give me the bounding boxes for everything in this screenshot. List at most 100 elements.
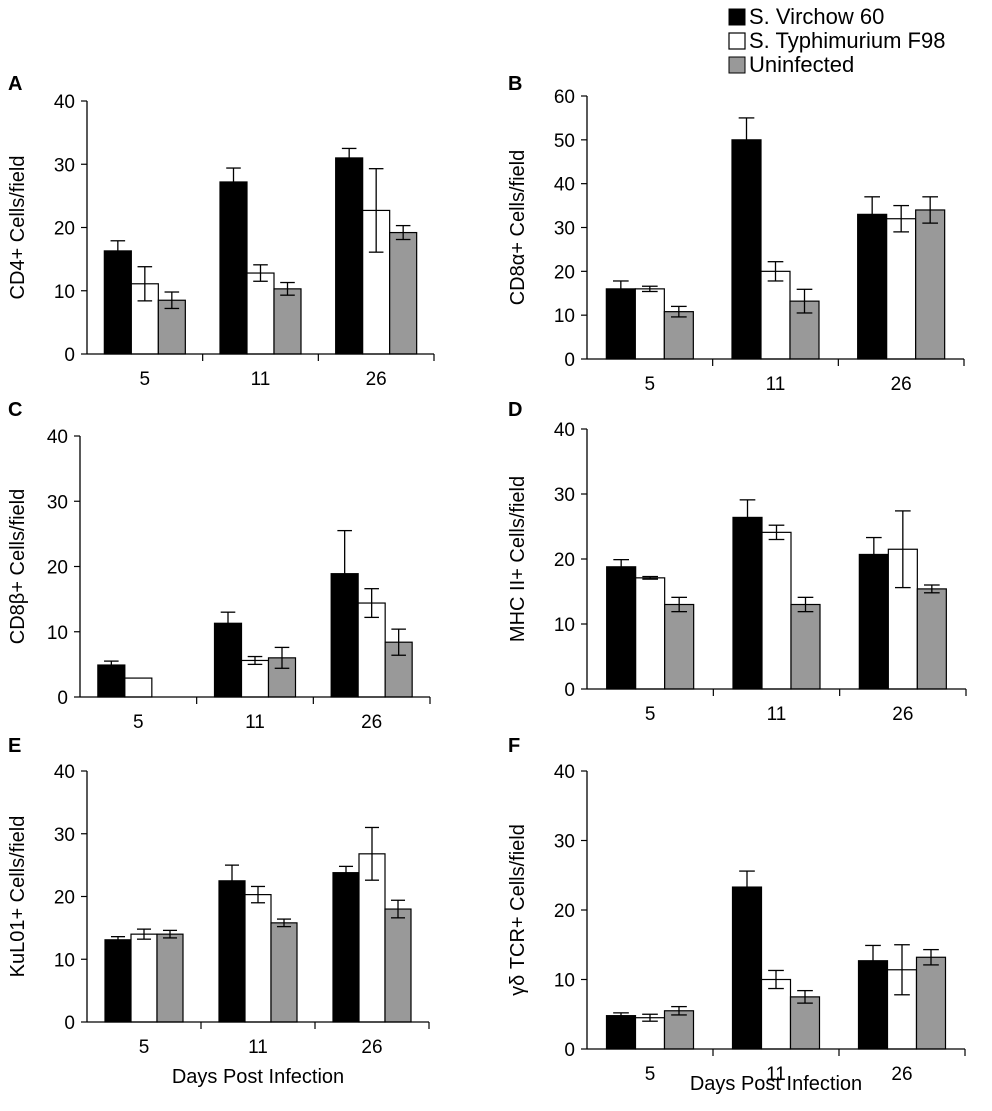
bar-a-uninfected-day26 bbox=[389, 231, 418, 355]
y-axis-label-e: KuL01+ Cells/field bbox=[7, 816, 29, 978]
bar-a-virchow-day26 bbox=[335, 157, 364, 355]
legend-swatch-typhimurium bbox=[728, 32, 746, 50]
legend: S. Virchow 60 S. Typhimurium F98 Uninfec… bbox=[728, 4, 945, 77]
y-tick-label: 10 bbox=[54, 950, 75, 971]
error-bar-e-typhimurium-day11 bbox=[250, 885, 266, 904]
bar-f-virchow-day5 bbox=[605, 1015, 637, 1050]
error-bar-e-typhimurium-day5 bbox=[136, 928, 152, 940]
bar-e-virchow-day5 bbox=[104, 939, 132, 1023]
legend-swatch-virchow bbox=[728, 8, 746, 26]
bar-e-virchow-day26 bbox=[332, 872, 360, 1023]
panel-letter-e: E bbox=[8, 735, 21, 757]
y-tick-label: 20 bbox=[54, 888, 75, 909]
error-bar-d-virchow-day5 bbox=[613, 559, 629, 575]
panel-f: F 0 10 20 30 40 γδ TCR+ Cells/field 5 11 26 Days P… bbox=[507, 735, 966, 1095]
error-bar-f-uninfected-day26 bbox=[923, 948, 939, 966]
y-tick-label: 0 bbox=[564, 1040, 575, 1061]
panel-e: E 0 10 20 30 40 KuL01+ Cells/field 5 11 26 Days Po… bbox=[7, 735, 430, 1088]
x-tick-label: 26 bbox=[361, 712, 382, 733]
bar-a-uninfected-day11 bbox=[273, 288, 302, 355]
error-bar-a-virchow-day11 bbox=[226, 167, 241, 197]
x-tick-label: 11 bbox=[248, 1037, 268, 1058]
bar-c-typhimurium-day11 bbox=[240, 659, 270, 698]
bar-e-typhimurium-day5 bbox=[130, 933, 158, 1023]
y-tick-label: 40 bbox=[54, 762, 75, 783]
bar-a-typhimurium-day11 bbox=[246, 272, 275, 355]
error-bar-b-uninfected-day5 bbox=[671, 305, 687, 318]
y-tick-label: 10 bbox=[554, 971, 575, 992]
y-tick-label: 30 bbox=[54, 155, 75, 176]
error-bar-c-typhimurium-day26 bbox=[364, 588, 379, 619]
panel-letter-c: C bbox=[8, 399, 22, 421]
error-bar-b-virchow-day11 bbox=[738, 117, 755, 163]
panel-b: B 0 10 20 30 40 50 60 CD8α+ Cells/field 5 11 26 bbox=[507, 73, 965, 395]
bar-f-uninfected-day5 bbox=[663, 1010, 695, 1050]
bar-d-typhimurium-day11 bbox=[761, 531, 792, 690]
bar-c-virchow-day5 bbox=[97, 664, 126, 698]
bar-f-virchow-day11 bbox=[731, 886, 763, 1050]
error-bar-b-typhimurium-day26 bbox=[893, 204, 909, 233]
error-bar-d-uninfected-day5 bbox=[671, 596, 687, 613]
y-tick-label: 30 bbox=[554, 219, 575, 240]
bar-e-uninfected-day26 bbox=[384, 908, 412, 1023]
error-bar-c-uninfected-day26 bbox=[391, 628, 406, 656]
error-bar-d-uninfected-day26 bbox=[924, 584, 940, 594]
error-bar-e-uninfected-day5 bbox=[162, 929, 178, 939]
y-tick-label: 30 bbox=[47, 492, 68, 513]
error-bar-b-uninfected-day11 bbox=[796, 288, 813, 314]
error-bar-a-typhimurium-day5 bbox=[137, 266, 153, 302]
error-bar-f-typhimurium-day11 bbox=[768, 969, 784, 990]
bar-e-typhimurium-day11 bbox=[244, 894, 272, 1023]
y-tick-label: 20 bbox=[47, 558, 68, 579]
y-tick-label: 20 bbox=[54, 219, 75, 240]
y-tick-label: 30 bbox=[54, 825, 75, 846]
bar-f-typhimurium-day11 bbox=[760, 978, 792, 1050]
y-tick-label: 40 bbox=[554, 762, 575, 783]
bar-d-uninfected-day5 bbox=[664, 603, 695, 690]
bar-f-typhimurium-day5 bbox=[634, 1017, 666, 1050]
bar-d-uninfected-day11 bbox=[790, 603, 821, 690]
y-tick-label: 40 bbox=[54, 92, 75, 113]
error-bar-f-typhimurium-day26 bbox=[894, 944, 910, 996]
error-bar-d-virchow-day11 bbox=[739, 499, 756, 536]
x-tick-label: 11 bbox=[766, 1064, 786, 1085]
error-bar-f-virchow-day11 bbox=[739, 870, 755, 904]
x-tick-label: 26 bbox=[892, 704, 913, 725]
bar-e-uninfected-day11 bbox=[270, 922, 298, 1023]
error-bar-f-virchow-day5 bbox=[613, 1012, 629, 1020]
error-bar-c-virchow-day11 bbox=[220, 611, 236, 636]
error-bar-d-typhimurium-day11 bbox=[768, 524, 785, 541]
error-bar-a-uninfected-day5 bbox=[164, 291, 180, 310]
error-bar-d-typhimurium-day26 bbox=[895, 510, 911, 589]
error-bar-c-typhimurium-day11 bbox=[247, 655, 263, 666]
bar-c-virchow-day11 bbox=[213, 622, 243, 698]
error-bar-d-uninfected-day11 bbox=[797, 596, 814, 613]
y-tick-label: 50 bbox=[554, 131, 575, 152]
bar-b-virchow-day26 bbox=[857, 213, 888, 360]
x-tick-label: 5 bbox=[140, 369, 151, 390]
error-bar-e-virchow-day11 bbox=[224, 864, 240, 898]
error-bar-b-uninfected-day26 bbox=[922, 196, 938, 224]
bar-d-typhimurium-day5 bbox=[635, 577, 666, 690]
error-bar-c-virchow-day26 bbox=[337, 529, 352, 618]
x-tick-label: 5 bbox=[133, 712, 144, 733]
error-bar-a-uninfected-day11 bbox=[280, 281, 295, 296]
x-axis-label-f: Days Post Infection bbox=[690, 1073, 862, 1095]
x-tick-label: 11 bbox=[767, 704, 787, 725]
y-tick-label: 40 bbox=[554, 175, 575, 196]
legend-label-uninfected: Uninfected bbox=[749, 52, 854, 77]
error-bar-b-virchow-day5 bbox=[613, 280, 629, 298]
bar-a-virchow-day11 bbox=[219, 181, 248, 355]
error-bar-f-uninfected-day11 bbox=[797, 989, 813, 1004]
error-bar-f-typhimurium-day5 bbox=[642, 1013, 658, 1022]
x-tick-label: 5 bbox=[645, 704, 656, 725]
error-bar-e-virchow-day26 bbox=[338, 865, 354, 880]
y-tick-label: 0 bbox=[64, 345, 75, 366]
error-bar-b-virchow-day26 bbox=[864, 196, 880, 233]
y-axis-label-c: CD8β+ Cells/field bbox=[7, 489, 29, 644]
y-tick-label: 20 bbox=[554, 901, 575, 922]
error-bar-a-virchow-day5 bbox=[110, 240, 126, 262]
x-tick-label: 26 bbox=[891, 1064, 912, 1085]
panel-d: D 0 10 20 30 40 MHC II+ Cells/field 5 11 26 bbox=[507, 399, 967, 725]
